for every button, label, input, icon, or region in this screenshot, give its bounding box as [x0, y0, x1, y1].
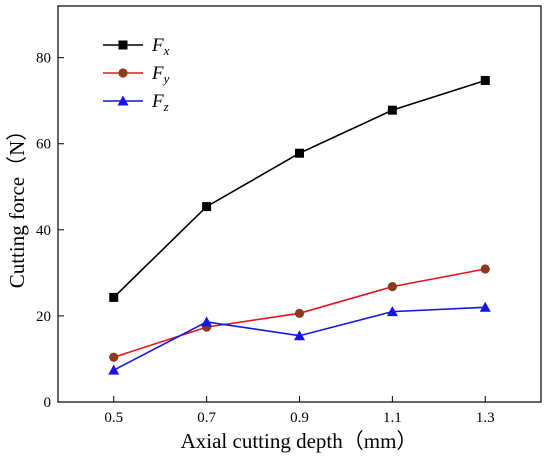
data-point [201, 316, 213, 327]
series-Fz [108, 301, 491, 375]
legend: Fx Fy Fz [103, 35, 170, 114]
x-tick-label: 0.9 [290, 410, 309, 426]
series-layer [108, 75, 491, 375]
legend-marker [117, 95, 129, 106]
y-tick-label: 20 [36, 309, 51, 325]
y-tick-label: 40 [36, 223, 51, 239]
data-point [295, 148, 304, 158]
data-point [108, 364, 120, 375]
x-tick-label: 1.3 [476, 410, 495, 426]
y-tick-label: 80 [36, 51, 51, 67]
data-point [202, 202, 212, 212]
series-Fy [109, 264, 490, 362]
data-point [387, 105, 397, 115]
data-point [480, 75, 490, 85]
legend-item: Fz [103, 91, 169, 114]
legend-marker [118, 40, 128, 50]
legend-label: Fx [151, 35, 170, 58]
y-tick-label: 0 [44, 395, 52, 411]
legend-item: Fy [103, 63, 170, 86]
data-point [294, 330, 305, 341]
series-Fx [109, 75, 490, 302]
axes: 0.5 0.7 0.9 1.1 1.3 0 20 40 60 80 [36, 51, 495, 426]
data-point [387, 282, 397, 292]
data-point [109, 352, 119, 362]
legend-marker [118, 68, 128, 78]
x-tick-label: 0.7 [197, 410, 216, 426]
legend-item: Fx [103, 35, 170, 58]
y-tick-label: 60 [36, 137, 51, 153]
data-point [480, 264, 490, 274]
x-tick-label: 0.5 [104, 410, 123, 426]
x-tick-label: 1.1 [383, 410, 402, 426]
data-point [479, 301, 491, 312]
series-line [113, 79, 486, 298]
data-point [109, 292, 119, 302]
data-point [386, 306, 398, 317]
y-axis-title: Cutting force（N） [5, 120, 29, 289]
data-point [294, 308, 305, 318]
plot-frame [57, 5, 542, 403]
legend-label: Fz [151, 91, 169, 114]
x-axis-title: Axial cutting depth（mm） [181, 429, 418, 453]
legend-label: Fy [151, 63, 170, 86]
